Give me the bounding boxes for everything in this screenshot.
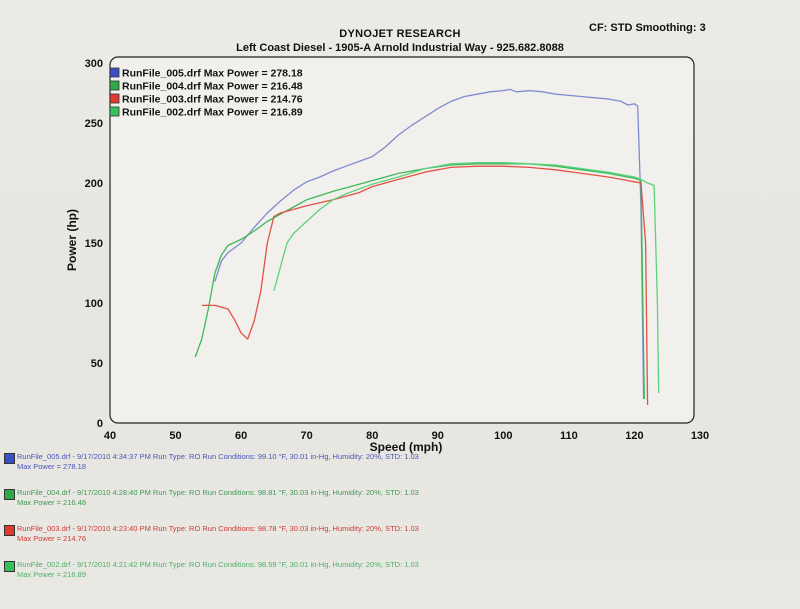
y-tick-label: 0 — [97, 418, 103, 430]
run-color-swatch — [4, 525, 15, 536]
y-tick-label: 100 — [85, 298, 103, 310]
run-details: RunFile_003.drf - 9/17/2010 4:23:40 PM R… — [17, 524, 419, 533]
chart-title: DYNOJET RESEARCH — [339, 28, 461, 40]
x-axis-label: Speed (mph) — [370, 440, 443, 454]
plot-area-frame — [109, 56, 695, 424]
y-tick-label: 250 — [85, 118, 103, 130]
run-info-004: RunFile_004.drf - 9/17/2010 4:28:40 PM R… — [2, 488, 522, 518]
legend-entry: RunFile_004.drf Max Power = 216.48 — [122, 81, 303, 93]
chart-subtitle: Left Coast Diesel - 1905-A Arnold Indust… — [236, 42, 564, 54]
x-tick-label: 60 — [235, 430, 247, 442]
correction-factor-info: CF: STD Smoothing: 3 — [589, 22, 706, 34]
run-details: RunFile_004.drf - 9/17/2010 4:28:40 PM R… — [17, 488, 419, 497]
y-tick-label: 50 — [91, 358, 103, 370]
run-info-002: RunFile_002.drf - 9/17/2010 4:21:42 PM R… — [2, 560, 522, 590]
legend-swatch — [109, 93, 120, 104]
series-line — [194, 163, 645, 400]
y-tick-label: 150 — [85, 238, 103, 250]
legend-swatch — [109, 80, 120, 91]
legend-entry: RunFile_003.drf Max Power = 214.76 — [122, 94, 303, 106]
run-info-005: RunFile_005.drf - 9/17/2010 4:34:37 PM R… — [2, 452, 522, 482]
y-axis-label: Power (hp) — [65, 209, 79, 271]
legend-swatch — [109, 67, 120, 78]
run-info-footer: RunFile_005.drf - 9/17/2010 4:34:37 PM R… — [2, 452, 522, 596]
run-details: RunFile_002.drf - 9/17/2010 4:21:42 PM R… — [17, 560, 419, 569]
y-tick-label: 300 — [85, 58, 103, 70]
run-info-003: RunFile_003.drf - 9/17/2010 4:23:40 PM R… — [2, 524, 522, 554]
x-tick-label: 110 — [560, 430, 578, 442]
x-tick-label: 80 — [366, 430, 378, 442]
x-tick-label: 120 — [625, 430, 643, 442]
run-color-swatch — [4, 561, 15, 572]
series-line — [214, 88, 645, 400]
tick-layer: 40 50 60 70 80 90 100 110 120 130 0 50 100 150 200 250 3… — [85, 58, 710, 442]
legend-swatch — [109, 106, 120, 117]
x-tick-label: 130 — [691, 430, 709, 442]
run-max-power: Max Power = 214.76 — [17, 534, 86, 543]
y-tick-label: 200 — [85, 178, 103, 190]
run-max-power: Max Power = 216.48 — [17, 498, 86, 507]
run-color-swatch — [4, 453, 15, 464]
x-tick-label: 50 — [169, 430, 181, 442]
x-tick-label: 90 — [432, 430, 444, 442]
run-color-swatch — [4, 489, 15, 500]
x-tick-label: 40 — [104, 430, 116, 442]
legend: RunFile_005.drf Max Power = 278.18RunFil… — [109, 67, 303, 119]
run-max-power: Max Power = 216.89 — [17, 570, 86, 579]
x-tick-label: 100 — [494, 430, 512, 442]
x-tick-label: 70 — [301, 430, 313, 442]
legend-entry: RunFile_002.drf Max Power = 216.89 — [122, 107, 303, 119]
legend-entry: RunFile_005.drf Max Power = 278.18 — [122, 68, 303, 80]
run-max-power: Max Power = 278.18 — [17, 462, 86, 471]
run-details: RunFile_005.drf - 9/17/2010 4:34:37 PM R… — [17, 452, 419, 461]
series-line — [201, 165, 649, 406]
series-line — [273, 161, 660, 394]
series-layer — [194, 88, 660, 406]
